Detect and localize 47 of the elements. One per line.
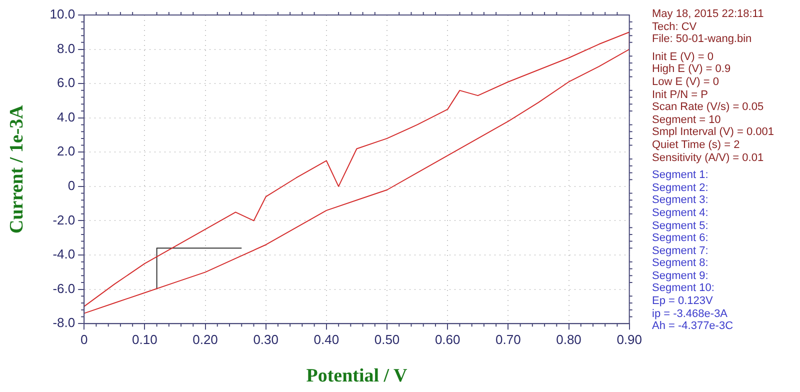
text: Segment 9:: [652, 270, 710, 282]
text: Init E (V) = 0: [652, 50, 714, 64]
text: File: 50-01-wang.bin: [652, 33, 753, 46]
y-axis-title: Current / 1e-3A: [6, 104, 28, 234]
y-tick-label: -2.0: [52, 212, 76, 228]
text: Smpl Interval (V) = 0.001: [652, 126, 774, 139]
x-tick-label: 0.70: [496, 332, 521, 347]
text: Segment 1:: [652, 169, 710, 182]
text: Sensitivity (A/V) = 0.01: [652, 152, 765, 164]
y-tick-label: 2.0: [57, 144, 76, 159]
text: Tech: CV: [652, 20, 698, 34]
text: Segment 4:: [652, 206, 710, 220]
text: Low E (V) = 0: [652, 76, 720, 89]
text: Segment 8:: [652, 257, 710, 270]
y-tick-label: -8.0: [52, 315, 76, 330]
x-tick-label: 0.30: [253, 332, 279, 347]
text: High E (V) = 0.9: [652, 63, 732, 76]
y-tick-label: 4.0: [57, 109, 76, 124]
text: Segment 3:: [652, 194, 710, 207]
x-tick-label: 0.90: [616, 332, 642, 347]
x-tick-label: 0.50: [374, 332, 400, 347]
text: Scan Rate (V/s) = 0.05: [652, 101, 765, 114]
text: Init P/N = P: [652, 88, 709, 102]
y-tick-label: 6.0: [57, 75, 76, 90]
x-tick-label: 0.80: [556, 332, 582, 347]
text: Segment 10:: [652, 282, 716, 296]
x-tick-label: 0.10: [132, 332, 158, 347]
text: Segment 6:: [652, 232, 710, 245]
text: Segment 2:: [652, 182, 710, 194]
text: May 18, 2015 22:18:11: [652, 8, 765, 21]
x-tick-label: 0: [80, 332, 88, 347]
y-tick-label: 10.0: [50, 6, 76, 22]
x-tick-label: 0.60: [434, 332, 460, 347]
text: Segment 7:: [652, 244, 710, 258]
text: Ep = 0.123V: [652, 295, 714, 308]
text: Quiet Time (s) = 2: [652, 138, 741, 152]
text: ip = -3.468e-3A: [652, 308, 729, 320]
y-tick-label: 8.0: [57, 40, 76, 56]
x-tick-label: 0.20: [192, 332, 218, 347]
x-tick-label: 0.40: [314, 332, 340, 347]
text: Segment = 10: [652, 114, 722, 126]
text: Ah = -4.377e-3C: [652, 320, 734, 333]
y-tick-label: 0: [68, 178, 76, 194]
x-axis-title: Potential / V: [306, 366, 408, 387]
y-tick-label: -6.0: [52, 280, 76, 296]
text: Segment 5:: [652, 220, 710, 232]
y-tick-label: -4.0: [52, 246, 76, 262]
